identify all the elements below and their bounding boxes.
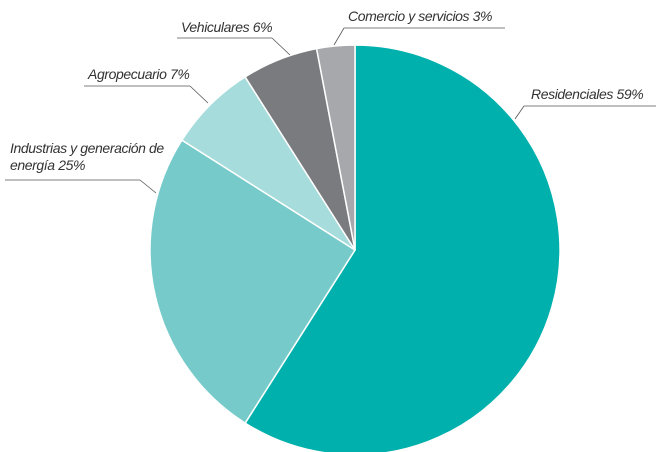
slice-value: 59% bbox=[616, 86, 644, 102]
slice-value: 6% bbox=[252, 19, 273, 35]
slice-value: 25% bbox=[58, 157, 86, 173]
leader-line bbox=[333, 27, 345, 46]
slice-name: Industrias y generación de energía bbox=[10, 140, 164, 173]
slice-value: 7% bbox=[169, 66, 190, 82]
leader-line bbox=[139, 179, 157, 194]
leader-line bbox=[271, 37, 291, 56]
pie-slice bbox=[244, 44, 561, 452]
slice-name: Agropecuario bbox=[88, 66, 167, 82]
leader-line bbox=[189, 85, 209, 104]
slice-value: 3% bbox=[472, 8, 493, 24]
slice-label: Residenciales 59% bbox=[531, 86, 657, 103]
slice-name: Residenciales bbox=[531, 86, 613, 102]
pie-slice bbox=[149, 139, 357, 425]
slice-name: Comercio y servicios bbox=[348, 8, 470, 24]
leader-line bbox=[514, 105, 525, 120]
slice-label: Comercio y servicios 3% bbox=[348, 8, 518, 25]
slice-label: Vehiculares 6% bbox=[181, 19, 291, 36]
slice-name: Vehiculares bbox=[181, 19, 250, 35]
slice-label: Industrias y generación de energía 25% bbox=[10, 140, 170, 174]
pie-slice bbox=[315, 44, 356, 251]
slice-label: Agropecuario 7% bbox=[88, 66, 208, 83]
